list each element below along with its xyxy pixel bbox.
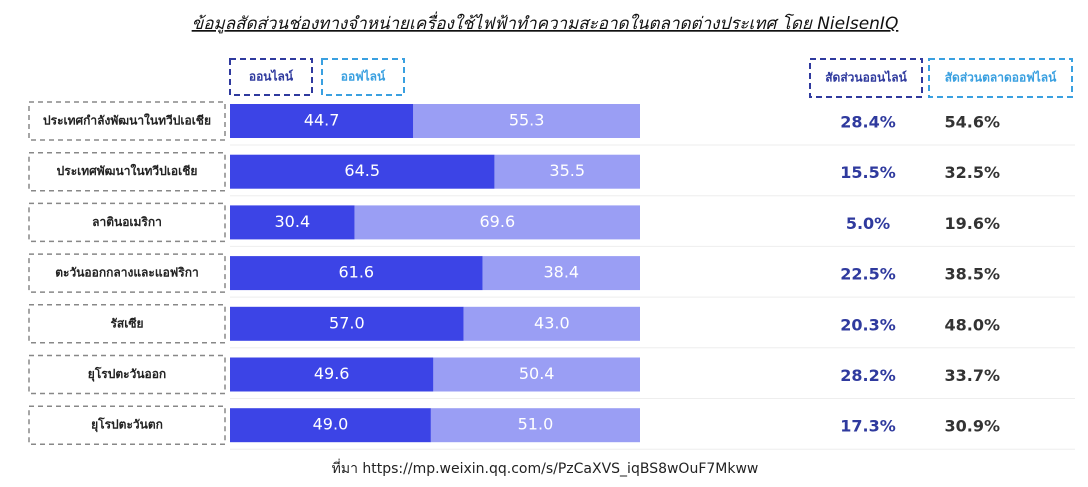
column-value: 15.5% (840, 163, 896, 182)
bar-value-label: 51.0 (518, 415, 554, 434)
bar-value-label: 49.0 (313, 415, 349, 434)
category-label: ยุโรปตะวันตก (91, 417, 163, 433)
column-value: 22.5% (840, 265, 896, 284)
bar-segment (230, 104, 414, 138)
column-value: 33.7% (944, 366, 1000, 385)
legend-box (321, 58, 405, 96)
bar-value-label: 43.0 (534, 313, 570, 332)
column-value: 30.9% (944, 417, 1000, 436)
bar-value-label: 38.4 (543, 263, 579, 282)
legend-label: ออฟไลน์ (341, 69, 386, 84)
category-label: ประเทศพัฒนาในทวีปเอเชีย (57, 163, 198, 178)
column-value: 48.0% (944, 315, 1000, 334)
bar-value-label: 64.5 (344, 161, 380, 180)
bar-value-label: 57.0 (329, 313, 365, 332)
bar-segment (230, 408, 431, 443)
bar-value-label: 55.3 (509, 111, 545, 130)
column-header: สัดส่วนออนไลน์ (825, 70, 907, 85)
bar-segment (482, 256, 640, 291)
bar-segment (430, 408, 640, 443)
category-label: ตะวันออกกลางและแอฟริกา (55, 266, 199, 280)
bar-value-label: 50.4 (519, 364, 555, 383)
category-label: รัสเซีย (110, 316, 143, 330)
bar-value-label: 30.4 (275, 212, 311, 231)
column-value: 28.4% (840, 113, 896, 132)
category-label: ลาตินอเมริกา (92, 215, 162, 229)
bar-segment (230, 357, 434, 392)
chart-title: ข้อมูลสัดส่วนช่องทางจำหน่ายเครื่องใช้ไฟฟ… (192, 11, 899, 34)
column-value: 5.0% (846, 214, 890, 233)
bar-segment (463, 306, 640, 341)
column-header: สัดส่วนตลาดออฟไลน์ (945, 70, 1057, 85)
bar-value-label: 49.6 (314, 364, 350, 383)
legend-box (229, 58, 313, 96)
column-value: 54.6% (944, 113, 1000, 132)
column-value: 28.2% (840, 366, 896, 385)
bar-segment (230, 306, 464, 341)
column-value: 17.3% (840, 417, 896, 436)
bar-value-label: 69.6 (480, 212, 516, 231)
column-value: 20.3% (840, 315, 896, 334)
bar-segment (433, 357, 640, 392)
column-header-box (809, 58, 923, 98)
source: ที่มา https://mp.weixin.qq.com/s/PzCaXVS… (332, 459, 759, 477)
bar-segment (413, 104, 640, 138)
column-header-box (928, 58, 1073, 98)
column-value: 32.5% (944, 163, 1000, 182)
bar-value-label: 44.7 (304, 111, 340, 130)
category-label: ยุโรปตะวันออก (88, 366, 166, 382)
bar-value-label: 35.5 (549, 161, 585, 180)
legend-label: ออนไลน์ (249, 69, 294, 84)
bar-segment (230, 154, 495, 189)
category-label: ประเทศกำลังพัฒนาในทวีปเอเชีย (43, 113, 211, 128)
bar-segment (230, 205, 355, 240)
column-value: 38.5% (944, 265, 1000, 284)
bar-segment (230, 256, 483, 291)
bar-segment (354, 205, 640, 240)
bar-value-label: 61.6 (338, 263, 374, 282)
bar-segment (494, 154, 640, 189)
column-value: 19.6% (944, 214, 1000, 233)
